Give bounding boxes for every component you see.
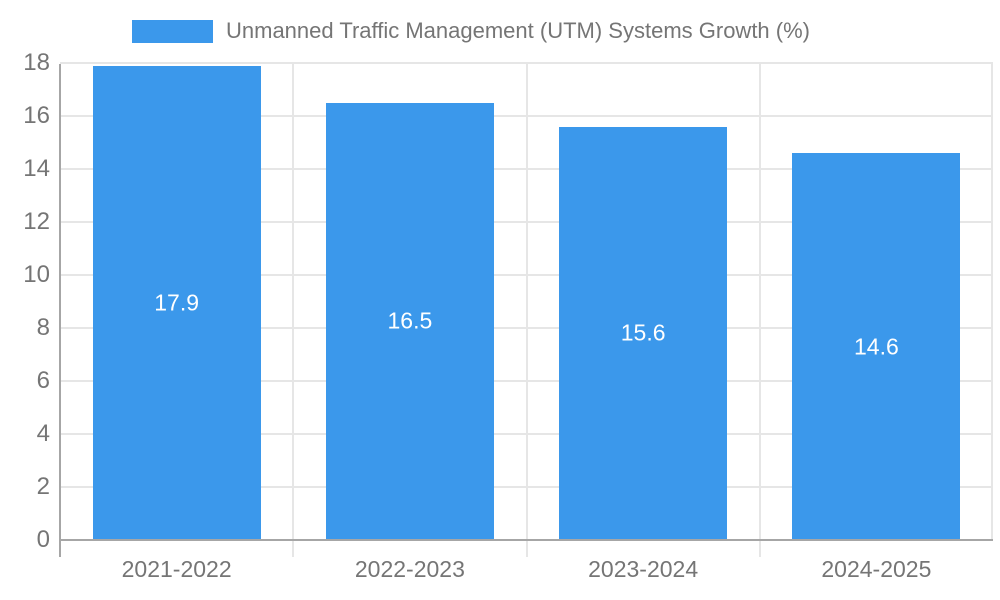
y-tick-label: 6 [36, 367, 50, 394]
x-axis-baseline [60, 539, 993, 541]
y-tick-label: 8 [36, 314, 50, 341]
legend-color-swatch [132, 19, 213, 43]
bar-2022-2023[interactable] [325, 102, 494, 540]
chart-legend: Unmanned Traffic Management (UTM) System… [132, 17, 810, 45]
bar-value-label: 16.5 [387, 307, 433, 334]
bar-2023-2024[interactable] [559, 126, 728, 540]
bar-value-label: 15.6 [620, 319, 666, 346]
y-tick-label: 18 [23, 49, 50, 76]
y-tick-label: 4 [36, 420, 50, 447]
plot-area [60, 62, 993, 541]
y-tick-label: 2 [36, 473, 50, 500]
category-boundary-tick [292, 63, 295, 557]
legend-series-label: Unmanned Traffic Management (UTM) System… [226, 18, 810, 43]
x-category-label: 2023-2024 [588, 556, 699, 582]
y-tick-label: 10 [23, 261, 50, 288]
category-boundary-tick [525, 63, 528, 557]
bar-value-label: 17.9 [154, 289, 200, 316]
y-tick-label: 0 [36, 526, 50, 553]
category-boundary-tick [758, 63, 761, 557]
bar-value-label: 14.6 [853, 333, 899, 360]
x-category-label: 2022-2023 [354, 556, 465, 582]
y-tick-label: 16 [23, 102, 50, 129]
y-tick-label: 14 [23, 155, 50, 182]
bar-2024-2025[interactable] [792, 153, 961, 540]
plot-right-border [991, 63, 993, 540]
bar-2021-2022[interactable] [92, 65, 261, 540]
x-category-label: 2021-2022 [121, 556, 232, 582]
x-category-label: 2024-2025 [821, 556, 932, 582]
y-tick-label: 12 [23, 208, 50, 235]
y-axis-line [59, 64, 61, 557]
